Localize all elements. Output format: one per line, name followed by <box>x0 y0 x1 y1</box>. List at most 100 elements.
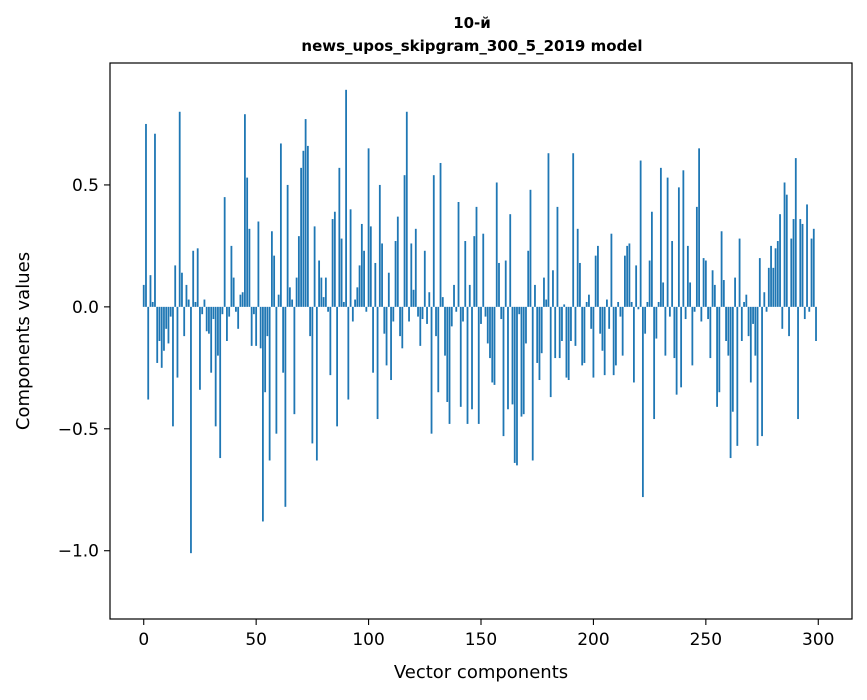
bar-198 <box>588 294 590 307</box>
bar-170 <box>525 306 527 344</box>
bar-251 <box>707 306 709 320</box>
bar-235 <box>671 241 674 307</box>
bar-283 <box>779 214 781 307</box>
bar-37 <box>226 306 228 341</box>
bar-189 <box>567 306 570 381</box>
bar-102 <box>372 306 374 373</box>
bar-128 <box>430 306 433 434</box>
bar-260 <box>727 306 730 356</box>
bar-14 <box>174 265 177 307</box>
bar-295 <box>806 204 808 307</box>
bar-259 <box>725 306 727 341</box>
bar-132 <box>439 162 442 307</box>
bar-169 <box>522 306 525 415</box>
bar-92 <box>349 209 352 307</box>
bar-296 <box>808 306 811 312</box>
bar-79 <box>320 277 323 307</box>
bar-116 <box>403 175 406 307</box>
bar-232 <box>664 306 667 356</box>
bar-176 <box>538 306 541 381</box>
bar-3 <box>149 275 152 307</box>
bar-32 <box>214 306 217 427</box>
bar-107 <box>383 306 386 334</box>
bar-279 <box>770 245 772 307</box>
bar-103 <box>374 262 377 307</box>
bar-147 <box>473 236 476 307</box>
bar-167 <box>518 306 521 315</box>
bar-118 <box>408 306 410 322</box>
bar-250 <box>704 260 707 307</box>
bar-88 <box>340 238 343 307</box>
bar-112 <box>394 241 397 307</box>
bar-282 <box>776 241 779 307</box>
bar-129 <box>432 175 435 307</box>
bar-190 <box>570 306 572 341</box>
bar-257 <box>720 231 723 307</box>
bar-1 <box>145 123 147 307</box>
x-tick-label-150: 150 <box>465 630 497 650</box>
plot-frame <box>109 62 853 620</box>
bar-78 <box>318 260 321 307</box>
bar-131 <box>437 306 440 393</box>
bar-12 <box>169 306 172 317</box>
bar-137 <box>450 306 453 327</box>
bar-292 <box>799 219 802 307</box>
bar-266 <box>740 306 743 341</box>
bar-145 <box>468 284 471 307</box>
x-tick-label-300: 300 <box>802 630 834 650</box>
bar-86 <box>336 306 338 427</box>
bar-254 <box>713 284 716 307</box>
bar-81 <box>324 277 327 307</box>
bar-43 <box>239 294 242 307</box>
y-tick-label-3: 0.5 <box>72 176 99 196</box>
bar-177 <box>540 306 543 354</box>
bar-111 <box>392 306 395 322</box>
bar-48 <box>250 306 253 346</box>
bar-186 <box>561 306 563 341</box>
bar-211 <box>617 301 620 307</box>
bar-208 <box>610 233 613 307</box>
bar-136 <box>448 306 451 424</box>
bar-262 <box>731 306 734 412</box>
bar-0 <box>142 284 145 307</box>
bar-82 <box>327 306 329 312</box>
bar-67 <box>293 306 296 415</box>
bar-277 <box>765 306 768 312</box>
bar-138 <box>453 284 455 307</box>
bar-85 <box>333 211 336 307</box>
bar-141 <box>459 306 462 407</box>
bar-228 <box>655 306 658 339</box>
bar-139 <box>455 306 458 312</box>
bar-207 <box>608 306 611 329</box>
bar-23 <box>194 301 197 307</box>
bar-246 <box>695 206 698 307</box>
bar-122 <box>417 306 419 317</box>
bar-264 <box>736 306 739 446</box>
bar-101 <box>369 226 372 307</box>
bar-248 <box>700 306 703 322</box>
bar-135 <box>446 306 449 402</box>
bar-297 <box>810 238 813 307</box>
bar-188 <box>565 306 568 378</box>
bar-288 <box>790 238 793 307</box>
bar-180 <box>547 153 550 307</box>
bar-76 <box>313 226 316 307</box>
bar-265 <box>738 238 741 307</box>
bar-69 <box>297 236 300 307</box>
bar-49 <box>253 306 255 315</box>
bar-28 <box>205 306 208 332</box>
bar-148 <box>475 206 478 307</box>
bar-46 <box>246 177 249 307</box>
bar-94 <box>354 299 356 307</box>
bar-31 <box>212 306 215 320</box>
bar-223 <box>644 306 647 334</box>
bar-222 <box>641 306 644 498</box>
bar-261 <box>729 306 732 459</box>
bar-68 <box>295 277 298 307</box>
bar-2 <box>147 306 150 400</box>
bar-276 <box>763 292 766 307</box>
bar-60 <box>277 294 280 307</box>
bar-209 <box>612 306 615 376</box>
bar-290 <box>794 158 797 307</box>
